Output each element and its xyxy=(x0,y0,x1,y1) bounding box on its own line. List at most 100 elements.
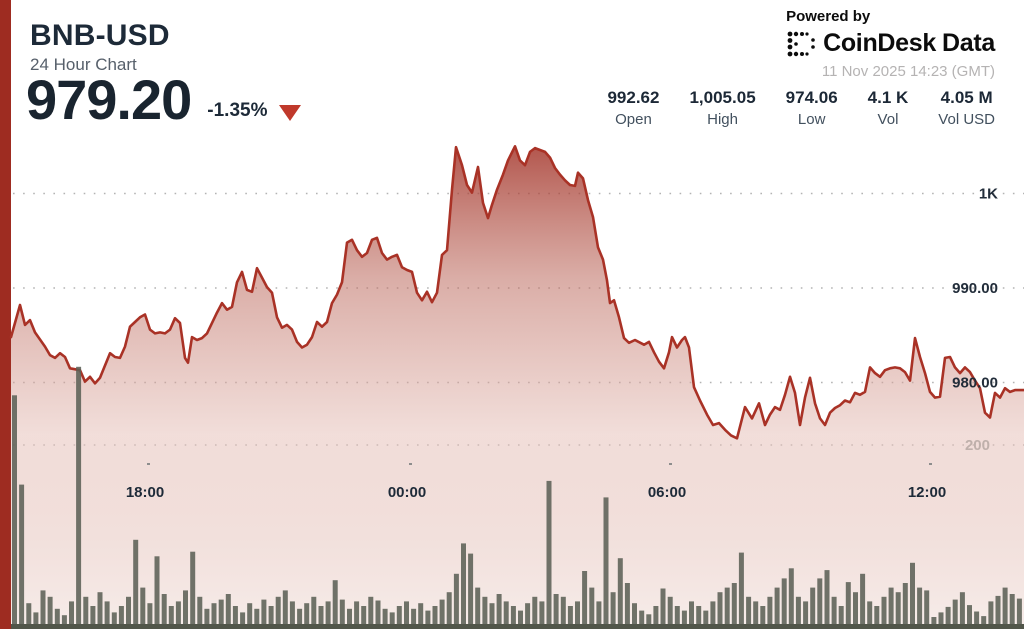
volume-bar xyxy=(325,601,331,629)
x-tick xyxy=(147,463,150,465)
volume-bar xyxy=(190,551,196,629)
x-axis-label: 00:00 xyxy=(388,484,426,501)
volume-bar xyxy=(33,612,39,629)
volume-axis-label: 200 xyxy=(965,437,990,454)
volume-bar xyxy=(69,601,74,629)
volume-bar xyxy=(981,616,987,629)
y-axis-label: 1K xyxy=(979,186,998,203)
volume-bar xyxy=(810,587,816,629)
volume-bar xyxy=(211,603,217,629)
volume-bar xyxy=(104,601,110,629)
x-tick xyxy=(409,463,412,465)
volume-bar xyxy=(731,583,737,629)
volume-bar xyxy=(525,603,531,629)
volume-bar xyxy=(518,610,523,629)
volume-bar xyxy=(567,606,573,629)
volume-bar xyxy=(845,582,851,629)
volume-bar xyxy=(560,596,566,629)
volume-bar xyxy=(596,601,602,629)
volume-bar xyxy=(289,601,295,629)
volume-bar xyxy=(339,599,345,629)
volume-bar xyxy=(368,596,374,629)
volume-bar xyxy=(482,596,488,629)
volume-bar xyxy=(396,606,402,629)
volume-bar xyxy=(639,610,645,629)
volume-bar xyxy=(646,614,652,629)
volume-bar xyxy=(133,539,139,629)
volume-bar xyxy=(867,601,873,629)
volume-bar xyxy=(204,608,210,629)
volume-bar xyxy=(111,612,117,629)
volume-bar xyxy=(19,484,25,629)
volume-bar xyxy=(760,606,766,629)
stat-high: 1,005.05 High xyxy=(689,88,755,128)
coindesk-logo[interactable]: CoinDesk Data xyxy=(786,29,995,58)
volume-bar xyxy=(888,587,894,629)
stat-vol-usd-value: 4.05 M xyxy=(940,88,993,107)
volume-bar xyxy=(510,606,516,629)
volume-bar xyxy=(254,608,260,629)
volume-bar xyxy=(503,601,509,629)
volume-bar xyxy=(660,588,666,629)
volume-bar xyxy=(681,610,687,629)
volume-bar xyxy=(453,573,459,629)
volume-bar xyxy=(874,606,880,629)
volume-bar xyxy=(297,608,303,629)
volume-bar xyxy=(738,552,744,629)
volume-bar xyxy=(183,590,188,629)
volume-bar xyxy=(26,603,32,629)
volume-bar xyxy=(97,592,103,629)
current-price: 979.20 xyxy=(26,68,192,131)
volume-bar xyxy=(546,480,552,629)
volume-bar xyxy=(475,587,481,629)
volume-bar xyxy=(988,601,994,629)
x-axis-label: 18:00 xyxy=(126,484,164,501)
volume-bar xyxy=(674,606,680,629)
volume-bar xyxy=(995,595,1001,629)
chart-subtitle: 24 Hour Chart xyxy=(30,54,137,74)
volume-bar xyxy=(1002,587,1008,629)
volume-bar xyxy=(931,617,937,629)
volume-bar xyxy=(496,594,502,629)
stat-open-value: 992.62 xyxy=(607,88,660,107)
price-area xyxy=(11,146,1024,629)
volume-bar xyxy=(432,606,438,629)
y-axis-label: 990.00 xyxy=(952,280,998,297)
volume-bar xyxy=(838,606,844,629)
volume-bar xyxy=(653,606,659,629)
volume-bar xyxy=(1009,594,1015,629)
volume-bar xyxy=(795,596,801,629)
stat-vol-value: 4.1 K xyxy=(867,88,909,107)
volume-bar xyxy=(938,612,944,629)
volume-bar xyxy=(746,596,752,629)
x-axis-label: 06:00 xyxy=(648,484,686,501)
volume-bar xyxy=(895,592,901,629)
volume-bar xyxy=(803,601,809,629)
volume-bar xyxy=(610,592,616,629)
x-tick xyxy=(669,463,672,465)
volume-bar xyxy=(696,606,702,629)
volume-bar xyxy=(881,596,887,629)
volume-bar xyxy=(489,603,495,629)
volume-bar xyxy=(168,606,174,629)
volume-bar xyxy=(924,590,930,629)
volume-bar xyxy=(354,601,360,629)
ohlcv-stats-row: 992.62 Open 1,005.05 High 974.06 Low 4.1… xyxy=(607,88,995,128)
volume-bar xyxy=(118,606,124,629)
volume-bar xyxy=(318,606,324,629)
volume-bar xyxy=(90,606,96,629)
volume-bar xyxy=(389,612,395,629)
volume-bar xyxy=(831,596,837,629)
price-change-percent: -1.35% xyxy=(207,100,268,121)
volume-bar xyxy=(767,596,773,629)
volume-bar xyxy=(361,606,367,629)
volume-bar xyxy=(240,612,246,629)
volume-bar xyxy=(553,594,559,629)
volume-bar xyxy=(532,596,538,629)
volume-bar xyxy=(40,590,46,629)
volume-bar xyxy=(917,587,923,629)
x-axis-label: 12:00 xyxy=(908,484,946,501)
stat-low-label: Low xyxy=(797,111,826,128)
price-line xyxy=(9,145,1024,440)
volume-bar xyxy=(774,587,780,629)
